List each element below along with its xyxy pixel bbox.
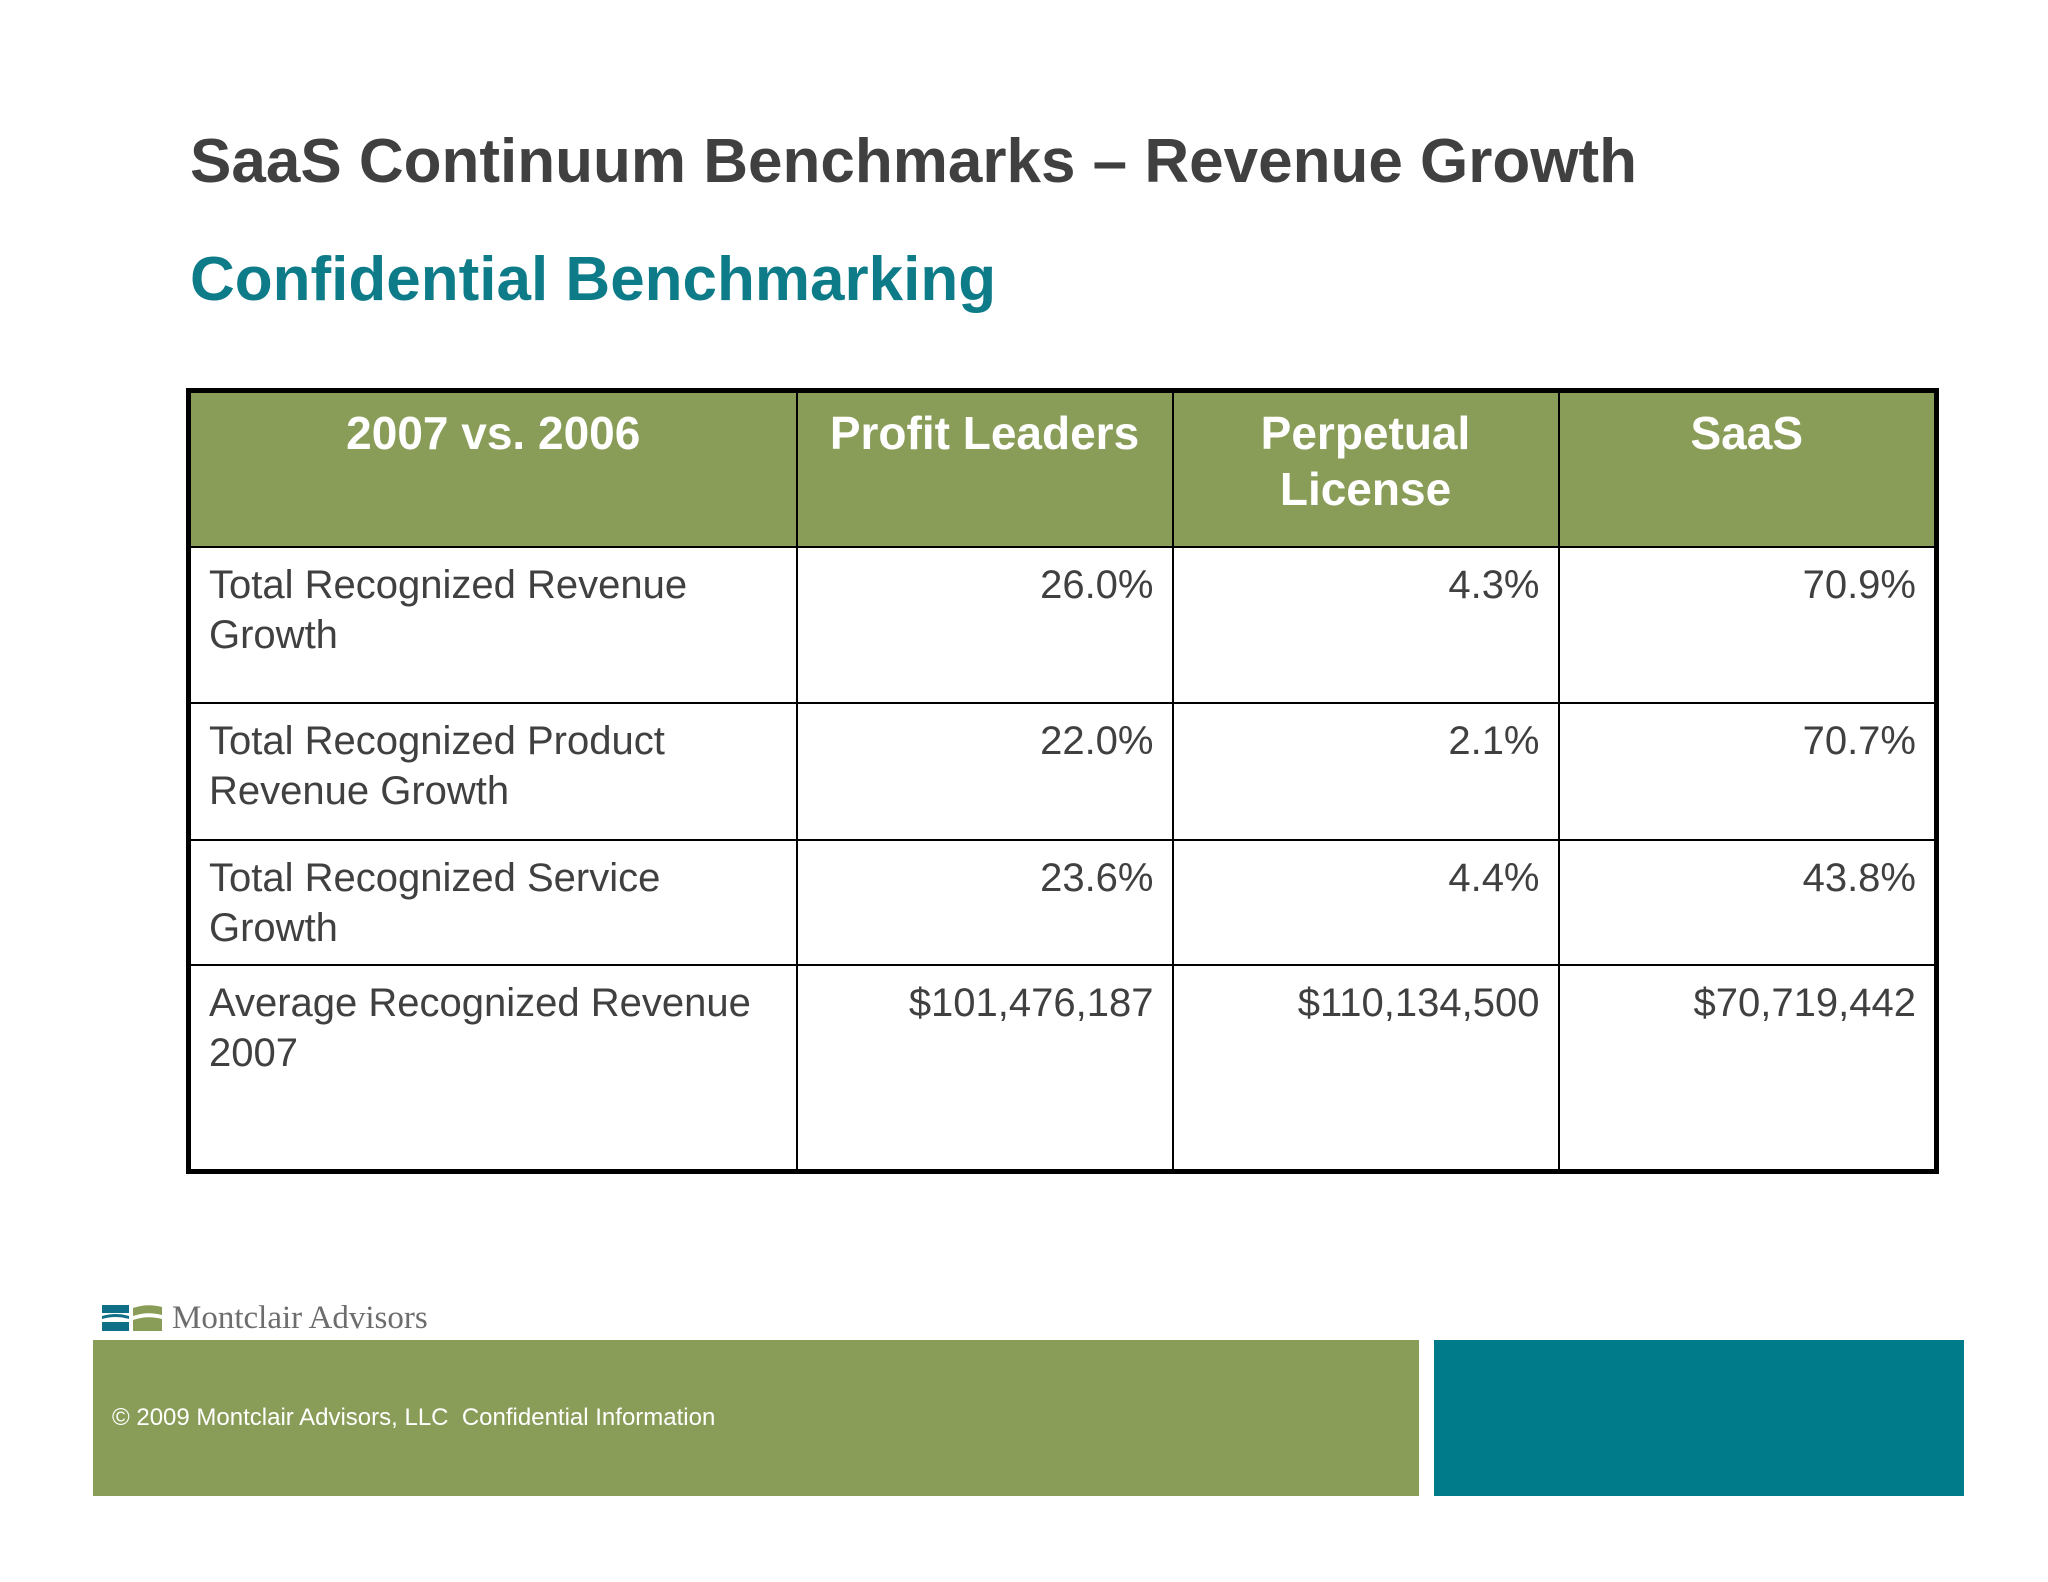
row-label: Average Recognized Revenue 2007 (187, 963, 798, 1173)
column-header: 2007 vs. 2006 (187, 389, 798, 548)
page-title: SaaS Continuum Benchmarks – Revenue Grow… (190, 127, 1638, 196)
table-cell: 70.9% (1557, 545, 1938, 704)
row-label: Total Recognized Service Growth (187, 838, 798, 966)
page-subtitle: Confidential Benchmarking (190, 245, 997, 314)
column-header: Profit Leaders (795, 389, 1174, 548)
table-row: Total Recognized Product Revenue Growth … (187, 701, 1938, 841)
table-cell: 2.1% (1171, 701, 1560, 841)
table-cell: 4.4% (1171, 838, 1560, 966)
table-row: Total Recognized Revenue Growth 26.0% 4.… (187, 545, 1938, 704)
table-cell: 26.0% (795, 545, 1174, 704)
column-header: SaaS (1557, 389, 1938, 548)
benchmark-table: 2007 vs. 2006 Profit Leaders Perpetual L… (186, 388, 1939, 1174)
table-cell: 4.3% (1171, 545, 1560, 704)
row-label: Total Recognized Revenue Growth (187, 545, 798, 704)
table-cell: $101,476,187 (795, 963, 1174, 1173)
table-cell: 43.8% (1557, 838, 1938, 966)
copyright-notice: © 2009 Montclair Advisors, LLC Confident… (112, 1404, 716, 1431)
table-cell: $110,134,500 (1171, 963, 1560, 1173)
logo-text: Montclair Advisors (172, 1299, 428, 1336)
table-cell: 70.7% (1557, 701, 1938, 841)
table-cell: 22.0% (795, 701, 1174, 841)
column-header: Perpetual License (1171, 389, 1560, 548)
logo-mark-icon (102, 1305, 162, 1331)
table-cell: $70,719,442 (1557, 963, 1938, 1173)
footer-teal-band (1434, 1340, 1964, 1496)
table-header-row: 2007 vs. 2006 Profit Leaders Perpetual L… (187, 389, 1938, 548)
row-label: Total Recognized Product Revenue Growth (187, 701, 798, 841)
table-cell: 23.6% (795, 838, 1174, 966)
table-row: Average Recognized Revenue 2007 $101,476… (187, 963, 1938, 1173)
footer-green-band (93, 1340, 1419, 1496)
company-logo: Montclair Advisors (102, 1300, 428, 1336)
table-row: Total Recognized Service Growth 23.6% 4.… (187, 838, 1938, 966)
